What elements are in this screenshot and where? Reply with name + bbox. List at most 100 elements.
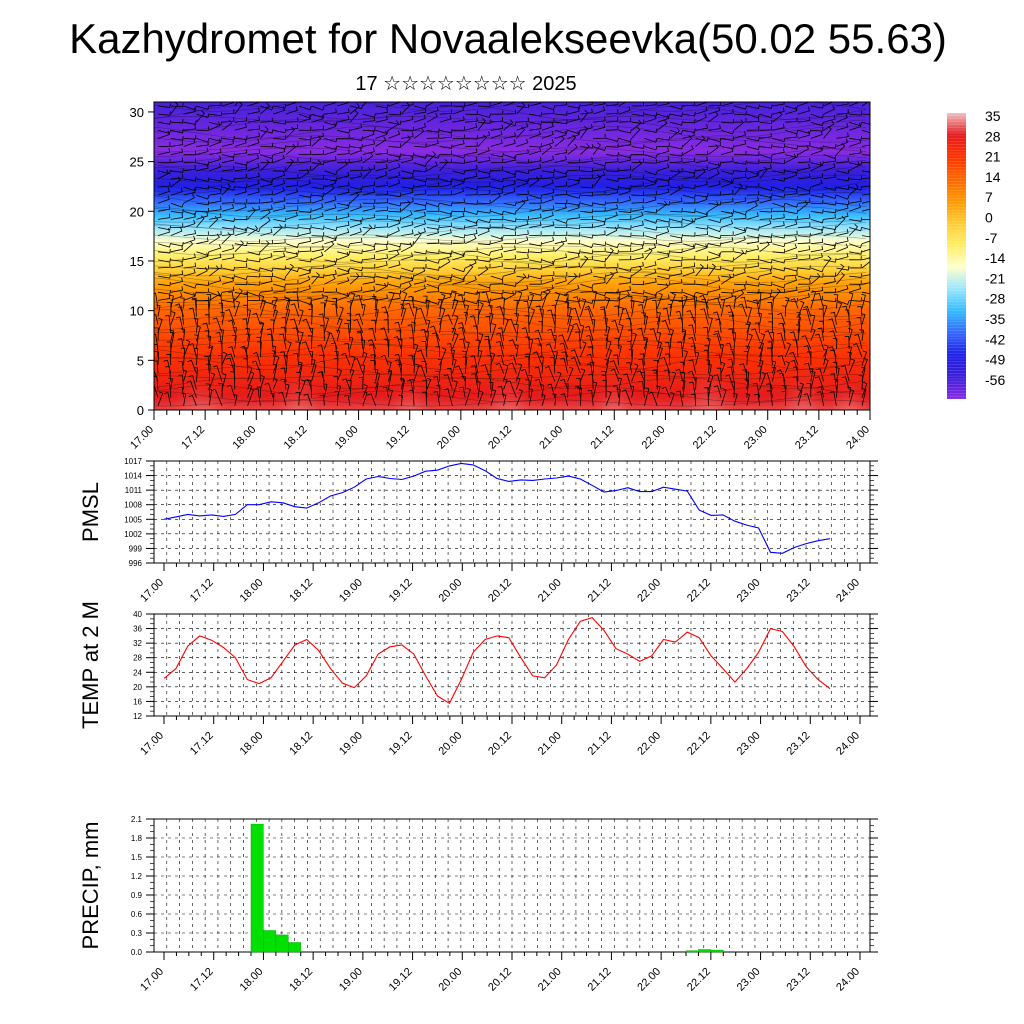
wind-barb (349, 355, 356, 374)
wind-barb (157, 213, 171, 220)
wind-barb (397, 364, 402, 382)
wind-barb (759, 269, 772, 277)
wind-barb (196, 281, 210, 286)
wind-barb (401, 229, 414, 236)
wind-barb (772, 123, 785, 131)
wind-barb (551, 314, 556, 333)
wind-barb (196, 267, 208, 277)
wind-barb (452, 207, 465, 213)
wind-barb (552, 334, 557, 350)
wind-barb (247, 239, 261, 245)
wind-barb (247, 107, 260, 115)
wind-barb (617, 377, 622, 390)
wind-barb (810, 273, 821, 285)
wind-barb (593, 190, 606, 196)
wind-barb (311, 363, 317, 382)
grid (154, 614, 870, 716)
wind-barb (768, 321, 773, 333)
wind-barb (618, 106, 631, 115)
wind-barb (331, 342, 338, 358)
wind-barb (849, 280, 862, 285)
wind-barb (669, 112, 683, 117)
wind-barb (465, 156, 478, 164)
wind-barb (452, 380, 458, 398)
wind-barb (785, 133, 798, 139)
wind-barb (861, 257, 870, 261)
wind-barb (706, 338, 711, 350)
wind-barb (644, 261, 657, 269)
wind-barb (359, 377, 364, 390)
wind-barb (298, 331, 304, 350)
wind-barb (516, 103, 530, 109)
wind-barb (593, 116, 606, 123)
wind-barb (170, 223, 184, 228)
wind-barb (221, 102, 234, 107)
wind-barb (221, 109, 235, 115)
wind-barb (375, 214, 389, 220)
wind-barb (781, 391, 787, 406)
wind-barb (219, 329, 224, 341)
wind-barb (830, 373, 837, 390)
wind-barb (388, 179, 401, 188)
wind-barb (592, 290, 597, 309)
wind-barb (833, 294, 839, 309)
wind-barb (854, 334, 863, 350)
y-tick-label: 1008 (124, 501, 142, 510)
wind-barb (785, 276, 798, 285)
wind-barb (721, 209, 735, 214)
wind-barb (529, 143, 542, 148)
wind-barb (298, 135, 312, 141)
wind-barb (615, 291, 621, 309)
colorbar-label: -7 (985, 230, 998, 246)
colorbar-label: 35 (985, 108, 1001, 124)
wind-barb (759, 238, 772, 245)
wind-barb (810, 290, 817, 309)
wind-barb (817, 386, 824, 398)
wind-barb (644, 179, 657, 188)
wind-barb (362, 213, 376, 220)
wind-barb (362, 254, 376, 261)
wind-barb (196, 164, 209, 172)
wind-barb (719, 343, 724, 358)
wind-barb (721, 257, 734, 262)
isoline (154, 138, 867, 153)
wind-barb (785, 145, 799, 150)
wind-barb (744, 379, 750, 398)
wind-barb (439, 144, 453, 149)
wind-barb (260, 142, 273, 148)
wind-barb (285, 158, 299, 164)
wind-barb (166, 341, 172, 358)
wind-barb (682, 145, 694, 155)
wind-barb (576, 377, 581, 390)
wind-barb (733, 117, 747, 123)
wind-barb (413, 277, 427, 285)
wind-barb (439, 128, 453, 134)
wind-barb (324, 195, 337, 204)
wind-barb (247, 281, 261, 286)
wind-barb (301, 341, 312, 358)
wind-barb (375, 181, 388, 188)
wind-barb (830, 349, 837, 366)
wind-barb (426, 239, 440, 245)
wind-barb (731, 332, 737, 350)
wind-barb (516, 179, 529, 188)
wind-barb (692, 296, 697, 309)
wind-barb (503, 201, 517, 207)
wind-barb (196, 237, 209, 245)
wind-barb (516, 273, 527, 285)
wind-barb (861, 274, 870, 277)
wind-barb (362, 384, 369, 398)
wind-barb (157, 274, 171, 279)
wind-barb (769, 296, 775, 309)
wind-barb (337, 115, 350, 123)
wind-barb (541, 179, 554, 188)
wind-barb (849, 161, 863, 166)
isoline (154, 206, 867, 217)
wind-barb (228, 291, 236, 309)
wind-barb (631, 102, 645, 107)
wind-barb (849, 197, 862, 204)
wind-barb (554, 199, 568, 205)
wind-barb (196, 288, 209, 293)
wind-barb (490, 165, 504, 172)
wind-barb (604, 359, 609, 374)
